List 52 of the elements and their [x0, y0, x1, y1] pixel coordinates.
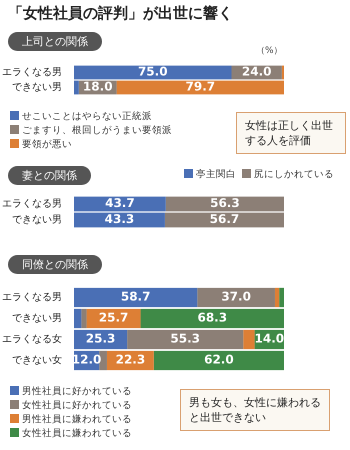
- bar: [140, 308, 284, 328]
- bar: [243, 330, 255, 350]
- legend-label: 女性社員に嫌われている: [22, 428, 132, 439]
- data-label: 56.3: [210, 196, 240, 210]
- bar: [99, 350, 107, 370]
- data-label: 37.0: [221, 290, 251, 304]
- legend-label: せこいことはやらない正統派: [22, 111, 152, 122]
- y-tick-label: エラくなる男: [2, 292, 62, 304]
- y-tick-label: できない女: [12, 354, 62, 366]
- data-label: 25.7: [98, 310, 128, 325]
- data-label: 62.0: [204, 352, 234, 367]
- chart-title: 同僚との関係: [8, 255, 102, 274]
- data-label: 43.7: [105, 196, 135, 210]
- y-tick-label: できない男: [12, 313, 62, 324]
- y-tick-label: エラくなる女: [2, 333, 62, 346]
- legend-label: 要領が悪い: [22, 139, 72, 150]
- legend-label: 尻にしかれている: [254, 169, 334, 180]
- legend-label: 男性社員に嫌われている: [22, 414, 132, 425]
- text: 男も女も、女性に嫌われると出世できない: [180, 389, 330, 431]
- bar: [127, 330, 244, 350]
- data-label: 25.3: [86, 332, 116, 346]
- data-label: 68.3: [197, 310, 228, 325]
- bar: [154, 350, 284, 370]
- data-label: 79.7: [186, 80, 216, 94]
- data-label: 43.3: [104, 212, 134, 226]
- data-label: 18.0: [82, 80, 113, 94]
- data-label: 22.3: [116, 352, 146, 367]
- y-tick-label: できない男: [12, 82, 62, 94]
- data-label: 58.7: [120, 290, 150, 304]
- data-label: 14.0: [254, 332, 284, 346]
- y-tick-label: できない男: [12, 214, 62, 226]
- bar: [279, 288, 284, 308]
- bar: [74, 308, 82, 328]
- data-label: 56.7: [210, 212, 240, 226]
- legend-label: 男性社員に好かれている: [22, 386, 132, 397]
- data-label: 24.0: [242, 64, 272, 79]
- legend-label: 女性社員に好かれている: [22, 400, 132, 411]
- bar: [81, 308, 87, 328]
- text: （%）: [256, 45, 283, 57]
- legend-label: 亭主関白: [196, 169, 236, 180]
- data-label: 75.0: [138, 64, 168, 79]
- data-label: 55.3: [170, 332, 200, 346]
- data-label: 12.0: [72, 352, 102, 367]
- chart-title: 「女性社員の評判」が出世に響く: [8, 4, 233, 23]
- y-tick-label: エラくなる男: [2, 67, 62, 78]
- text: 女性は正しく出世する人を評価: [236, 112, 346, 154]
- y-tick-label: エラくなる男: [2, 198, 62, 210]
- legend-label: ごますり、根回しがうまい要領派: [22, 125, 172, 136]
- bar: [274, 288, 280, 308]
- chart-title: 妻との関係: [8, 166, 91, 185]
- bar: [74, 288, 198, 308]
- chart-subtitle: 上司との関係: [8, 32, 102, 51]
